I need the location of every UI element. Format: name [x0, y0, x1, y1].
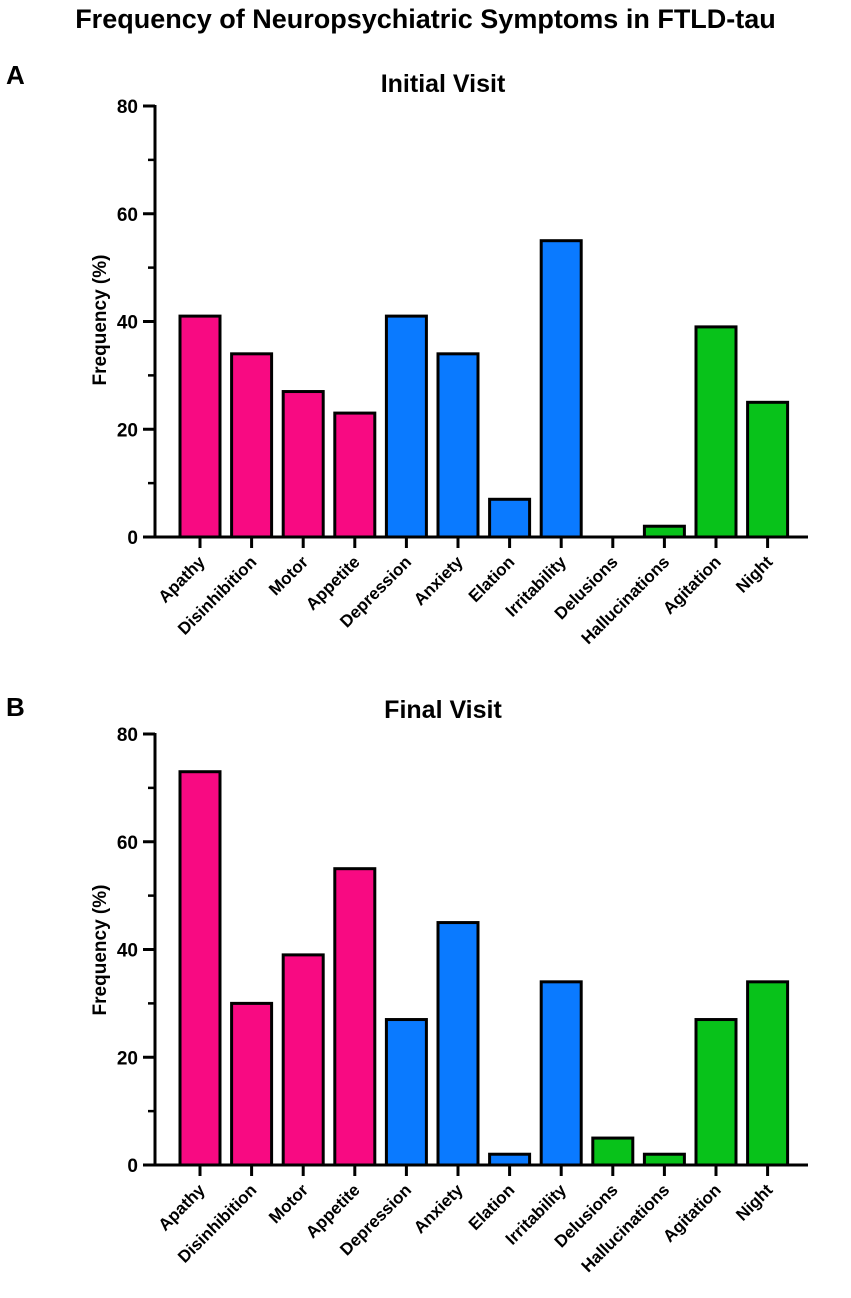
- initial-visit-y-tick-label: 60: [117, 205, 138, 226]
- initial-visit-y-tick-label: 20: [117, 420, 138, 441]
- panel-b-label: B: [6, 692, 25, 722]
- initial-visit-bar-disinhibition: [230, 352, 274, 539]
- final-visit-bar-delusions: [591, 1136, 635, 1167]
- initial-visit-bar-motor: [281, 390, 325, 539]
- initial-visit-chart: Initial Visit Frequency (%) 020406080Apa…: [90, 70, 808, 648]
- initial-visit-bar-irritability: [539, 239, 583, 539]
- final-visit-y-tick-label: 80: [117, 725, 138, 746]
- final-visit-bar-hallucinations: [642, 1152, 686, 1167]
- final-visit-y-tick-label: 20: [117, 1048, 138, 1069]
- initial-visit-bar-anxiety: [436, 352, 480, 539]
- final-visit-bar-agitation: [694, 1018, 738, 1167]
- initial-visit-bar-appetite: [333, 411, 377, 539]
- final-visit-x-tick-label-motor: Motor: [265, 1180, 312, 1227]
- final-visit-bar-anxiety: [436, 921, 480, 1167]
- final-visit-x-tick-label-night: Night: [732, 1180, 776, 1224]
- initial-visit-bar-agitation: [694, 325, 738, 539]
- initial-visit-y-tick-label: 40: [117, 313, 138, 334]
- final-visit-bar-apathy: [178, 770, 222, 1167]
- final-visit-bar-elation: [488, 1152, 532, 1167]
- final-visit-bar-motor: [281, 953, 325, 1167]
- initial-visit-bar-night: [746, 400, 790, 539]
- final-visit-x-tick-label-anxiety: Anxiety: [410, 1180, 467, 1237]
- final-visit-bar-irritability: [539, 980, 583, 1167]
- final-visit-y-axis-label: Frequency (%): [90, 885, 111, 1016]
- figure-title: Frequency of Neuropsychiatric Symptoms i…: [75, 4, 776, 34]
- final-visit-y-tick-label: 60: [117, 833, 138, 854]
- final-visit-y-tick-label: 0: [127, 1156, 138, 1177]
- panel-a-label: A: [6, 60, 25, 90]
- initial-visit-bar-apathy: [178, 314, 222, 539]
- final-visit-bar-disinhibition: [230, 1001, 274, 1167]
- initial-visit-y-axis-label: Frequency (%): [90, 255, 111, 386]
- initial-visit-y-tick-label: 0: [127, 528, 138, 549]
- initial-visit-y-tick-label: 80: [117, 97, 138, 118]
- final-visit-bar-night: [746, 980, 790, 1167]
- initial-visit-bar-depression: [384, 314, 428, 539]
- final-visit-bar-depression: [384, 1018, 428, 1167]
- final-visit-y-tick-label: 40: [117, 941, 138, 962]
- final-visit-title: Final Visit: [384, 696, 502, 724]
- final-visit-bar-appetite: [333, 867, 377, 1167]
- initial-visit-title: Initial Visit: [381, 70, 506, 98]
- final-visit-x-tick-label-hallucinations: Hallucinations: [578, 1180, 674, 1276]
